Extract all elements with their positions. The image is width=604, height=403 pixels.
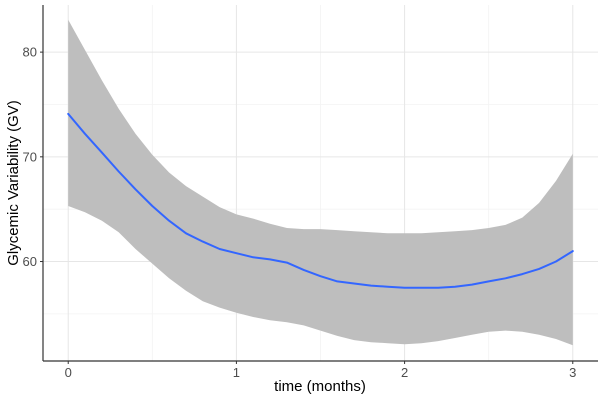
y-axis-title: Glycemic Variability (GV) [5, 100, 22, 266]
axes [42, 5, 598, 362]
confidence-band-layer [68, 19, 573, 346]
x-tick-label: 2 [401, 365, 408, 380]
smooth-line [67, 112, 574, 289]
y-tick-label: 70 [23, 149, 37, 164]
y-tick-label: 60 [23, 254, 37, 269]
x-tick-label: 0 [65, 365, 72, 380]
x-tick-label: 1 [233, 365, 240, 380]
x-axis-title: time (months) [274, 378, 366, 395]
confidence-band [68, 19, 573, 346]
smooth-line-layer [67, 112, 574, 289]
tick-labels: 0 1 2 3 60 70 80 [23, 45, 577, 380]
x-tick-label: 3 [569, 365, 576, 380]
y-tick-label: 80 [23, 45, 37, 60]
